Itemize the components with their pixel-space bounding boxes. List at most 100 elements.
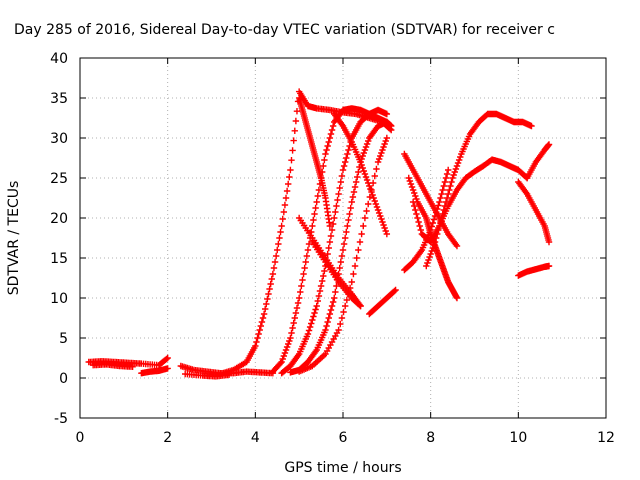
x-tick-label: 12 <box>597 430 615 446</box>
data-point <box>361 170 369 178</box>
data-point <box>255 330 262 338</box>
data-point <box>317 174 325 182</box>
data-point <box>362 143 370 151</box>
data-series <box>331 110 391 238</box>
data-point <box>344 222 351 230</box>
data-point <box>280 208 288 216</box>
data-series <box>287 118 391 376</box>
data-point <box>286 337 293 345</box>
data-point <box>325 314 332 322</box>
data-point <box>435 202 442 209</box>
data-point <box>426 253 433 261</box>
data-point <box>294 299 302 307</box>
data-point <box>253 338 260 346</box>
data-point <box>365 137 372 145</box>
data-point <box>281 349 289 357</box>
data-point <box>278 358 285 366</box>
data-series <box>309 238 364 310</box>
data-point <box>290 137 297 144</box>
data-point <box>337 258 345 266</box>
data-point <box>274 246 281 254</box>
data-point <box>327 130 335 138</box>
data-point <box>290 319 297 327</box>
data-point <box>315 186 323 194</box>
data-point <box>359 164 366 172</box>
data-point <box>440 182 448 190</box>
data-series <box>523 141 553 182</box>
data-point <box>453 294 461 302</box>
data-point <box>291 127 298 134</box>
data-point <box>373 203 381 211</box>
data-point <box>343 296 351 304</box>
data-point <box>429 244 437 252</box>
data-point <box>439 210 446 218</box>
data-point <box>340 162 348 170</box>
data-point <box>352 178 360 186</box>
data-point <box>322 326 329 334</box>
data-point <box>423 262 430 270</box>
data-point <box>280 352 288 360</box>
data-point <box>409 198 417 206</box>
data-point <box>360 222 367 230</box>
data-point <box>325 244 332 252</box>
data-point <box>346 142 353 150</box>
data-point <box>378 149 385 157</box>
data-point <box>341 234 349 242</box>
data-point <box>259 314 267 322</box>
data-point <box>405 174 412 182</box>
data-point <box>271 258 279 266</box>
data-point <box>277 360 284 367</box>
data-point <box>327 306 335 314</box>
data-point <box>436 222 443 230</box>
data-point <box>343 228 350 236</box>
data-point <box>298 282 305 290</box>
y-tick-label: 5 <box>59 331 68 347</box>
data-point <box>348 198 355 206</box>
y-tick-label: 30 <box>50 131 68 147</box>
data-point <box>272 252 280 260</box>
data-point <box>366 182 373 190</box>
data-point <box>347 204 354 212</box>
data-point <box>317 282 325 290</box>
data-point <box>331 214 338 222</box>
data-point <box>325 138 332 146</box>
data-point <box>379 146 386 154</box>
data-point <box>326 134 334 142</box>
data-point <box>299 276 306 284</box>
data-point <box>302 258 309 266</box>
data-point <box>371 172 378 180</box>
data-series <box>515 262 553 279</box>
data-point <box>288 157 295 164</box>
data-point <box>443 194 451 202</box>
data-point <box>292 309 300 317</box>
data-point <box>417 226 425 234</box>
data-point <box>372 200 380 208</box>
data-point <box>295 294 303 302</box>
data-point <box>435 226 442 234</box>
data-point <box>337 178 345 186</box>
data-point <box>332 288 339 296</box>
data-point <box>289 147 296 154</box>
data-point <box>336 264 343 272</box>
data-point <box>377 152 384 160</box>
data-point <box>335 326 342 334</box>
data-point <box>261 305 269 313</box>
data-point <box>293 304 301 312</box>
data-point <box>370 194 377 202</box>
data-point <box>333 282 340 290</box>
data-point <box>441 202 449 210</box>
data-point <box>350 270 357 278</box>
data-point <box>377 212 384 220</box>
data-point <box>346 210 353 218</box>
x-tick-label: 6 <box>339 430 348 446</box>
data-point <box>337 320 344 328</box>
data-point <box>326 222 334 230</box>
data-point <box>367 185 374 193</box>
data-point <box>329 122 337 130</box>
data-point <box>318 277 326 285</box>
data-series <box>515 178 553 246</box>
data-point <box>292 117 300 125</box>
data-point <box>446 186 453 194</box>
data-point <box>341 302 349 310</box>
x-tick-label: 0 <box>76 430 85 446</box>
